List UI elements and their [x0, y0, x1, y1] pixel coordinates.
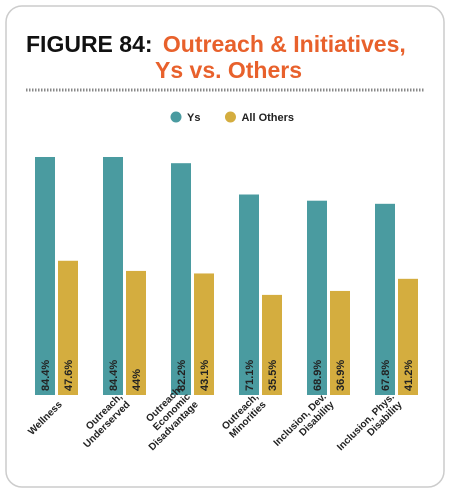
title-prefix: FIGURE 84: — [26, 31, 153, 57]
value-label: 43.1% — [199, 360, 211, 391]
value-label: 68.9% — [312, 360, 324, 391]
title-line-2: Ys vs. Others — [155, 57, 302, 83]
bar — [307, 200, 327, 395]
value-label: 71.1% — [244, 360, 256, 391]
value-label: 41.2% — [403, 360, 415, 391]
title-line-1: Outreach & Initiatives, — [163, 31, 406, 57]
bar — [58, 260, 78, 395]
bar — [375, 203, 395, 395]
value-label: 35.5% — [267, 360, 279, 391]
bar — [194, 273, 214, 395]
value-label: 84.4% — [108, 360, 120, 391]
legend-label: Ys — [187, 112, 200, 124]
value-label: 44% — [131, 369, 143, 391]
bar — [103, 156, 123, 395]
bar — [398, 278, 418, 395]
value-label: 36.9% — [335, 360, 347, 391]
bar — [126, 270, 146, 395]
value-label: 47.6% — [63, 360, 75, 391]
legend-label: All Others — [241, 112, 294, 124]
bar — [330, 290, 350, 395]
bar — [35, 156, 55, 395]
value-label: 82.2% — [176, 360, 188, 391]
bar — [171, 163, 191, 395]
bar — [262, 294, 282, 395]
value-label: 67.8% — [380, 360, 392, 391]
value-label: 84.4% — [40, 360, 52, 391]
bar — [239, 194, 259, 395]
legend-swatch — [170, 111, 182, 123]
legend-swatch — [224, 111, 236, 123]
chart-title: FIGURE 84: Outreach & Initiatives, — [26, 31, 406, 57]
